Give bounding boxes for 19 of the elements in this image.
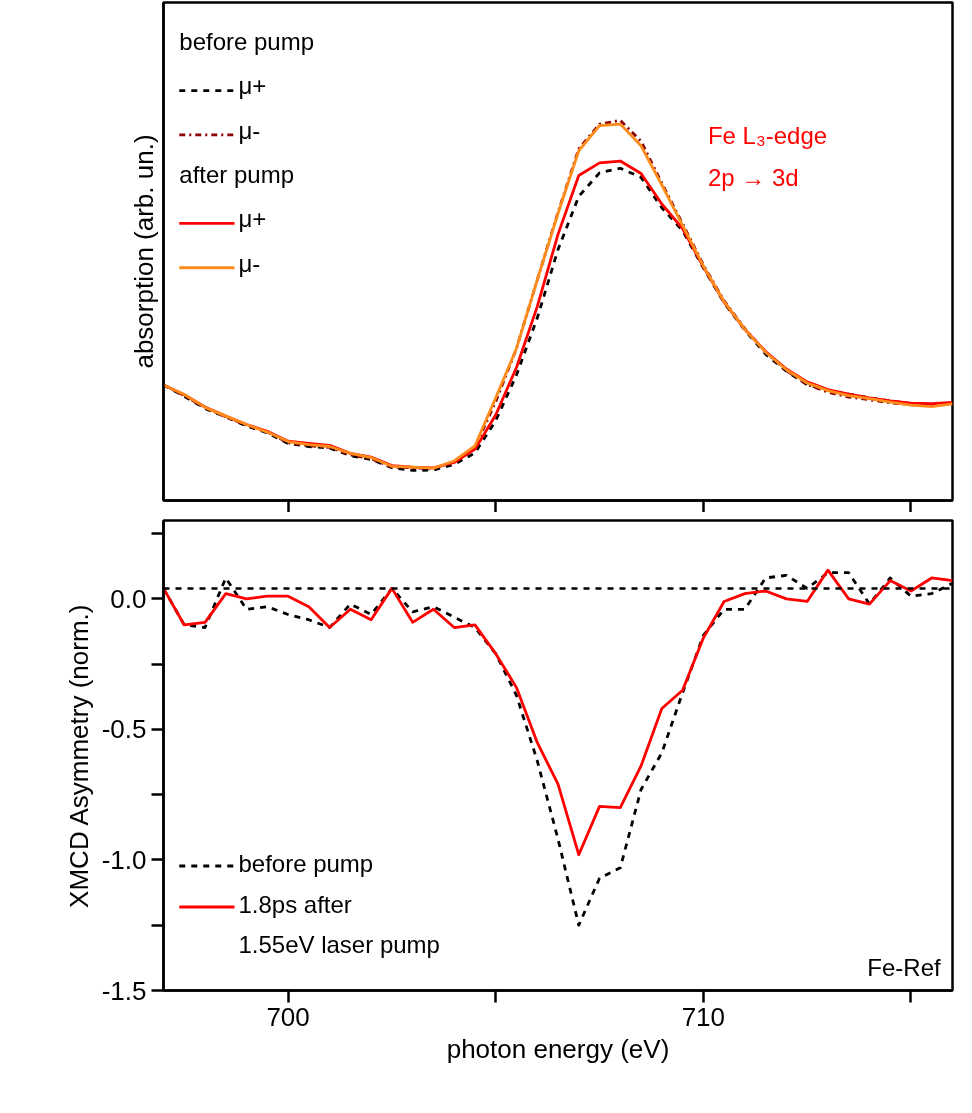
legend-label: 1.8ps after 1.55eV laser pump <box>238 890 440 958</box>
y-tick-label: -1.5 <box>101 975 147 1006</box>
x-axis-title: photon energy (eV) <box>446 1033 670 1064</box>
x-tick-label: 710 <box>681 1001 726 1032</box>
x-tick-label: 700 <box>266 1001 310 1032</box>
y-tick-label: 0.0 <box>110 583 147 614</box>
y-tick-label: -0.5 <box>101 714 147 745</box>
y-tick-label: -1.0 <box>101 844 147 875</box>
legend-label: μ+ <box>238 205 267 233</box>
legend-label: μ- <box>238 116 261 144</box>
y-axis-title: absorption (arb. un.) <box>128 134 159 369</box>
annotation: after pump <box>179 160 295 188</box>
annotation: Fe L₃-edge 2p → 3d <box>707 122 828 191</box>
legend-label: before pump <box>238 849 374 877</box>
y-axis-title: XMCD Asymmetry (norm.) <box>63 604 94 908</box>
legend-label: μ+ <box>238 72 267 100</box>
legend-label: μ- <box>238 249 261 277</box>
annotation: Fe-Ref <box>867 954 941 982</box>
text: before pump <box>179 28 315 56</box>
